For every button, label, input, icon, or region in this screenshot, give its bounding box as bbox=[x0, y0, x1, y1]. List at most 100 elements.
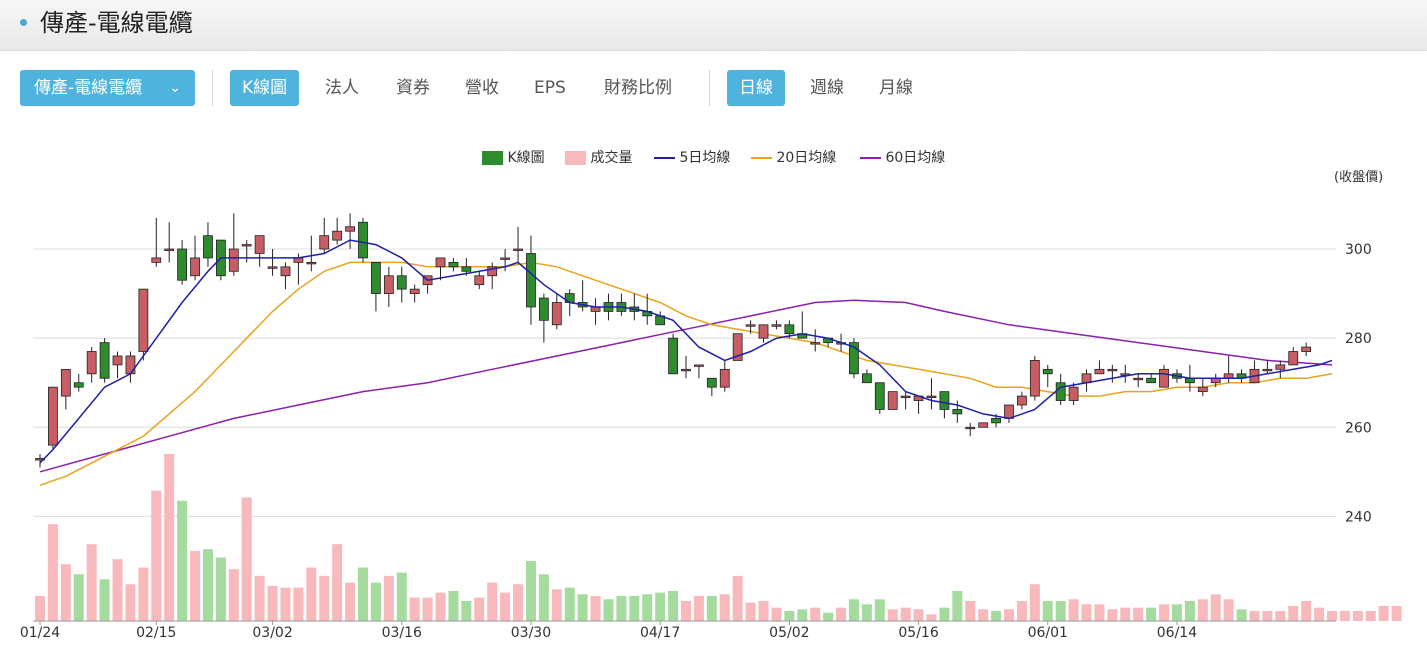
volume-bar bbox=[1004, 609, 1014, 621]
tab-institutional[interactable]: 法人 bbox=[325, 78, 359, 98]
volume-bar bbox=[784, 610, 795, 621]
y-tick-label: 260 bbox=[1345, 420, 1372, 436]
volume-bar bbox=[771, 607, 782, 621]
volume-bar bbox=[383, 575, 394, 621]
tab-monthly[interactable]: 月線 bbox=[879, 78, 913, 98]
candle-body bbox=[73, 382, 84, 388]
volume-bar bbox=[190, 550, 201, 621]
candle-body bbox=[1042, 368, 1053, 375]
volume-bar bbox=[538, 574, 549, 621]
candle-body bbox=[125, 355, 136, 375]
volume-bar bbox=[73, 574, 84, 621]
tab-revenue[interactable]: 營收 bbox=[465, 78, 499, 98]
legend-item-volume[interactable]: 成交量 bbox=[565, 148, 632, 168]
candle-body bbox=[319, 235, 330, 250]
volume-bar bbox=[939, 607, 950, 621]
candle-body bbox=[151, 257, 162, 263]
volume-bar bbox=[1301, 600, 1312, 621]
volume-bar bbox=[112, 559, 123, 621]
volume-bar bbox=[861, 604, 872, 621]
volume-bar bbox=[1210, 594, 1221, 621]
candle-body bbox=[203, 235, 213, 259]
candle-body bbox=[694, 364, 704, 367]
legend-item-kline[interactable]: K線圖 bbox=[482, 148, 545, 168]
legend-item-ma20[interactable]: 20日均線 bbox=[751, 148, 836, 168]
volume-bar bbox=[874, 599, 885, 621]
tab-daily[interactable]: 日線 bbox=[727, 70, 785, 106]
candle-body bbox=[435, 257, 446, 268]
tab-eps[interactable]: EPS bbox=[534, 78, 566, 98]
volume-bar bbox=[836, 607, 847, 621]
volume-bar bbox=[1275, 610, 1286, 621]
tab-financial-ratio[interactable]: 財務比例 bbox=[604, 78, 672, 98]
candle-body bbox=[396, 275, 407, 290]
volume-bar bbox=[319, 575, 330, 621]
candle-body bbox=[668, 337, 678, 375]
candle-body bbox=[332, 230, 343, 241]
volume-bar bbox=[177, 500, 188, 621]
volume-bar bbox=[125, 584, 136, 621]
candle-body bbox=[719, 368, 730, 388]
industry-dropdown[interactable]: 傳產-電線電纜 ⌄ bbox=[20, 70, 195, 106]
candle-body bbox=[1133, 377, 1144, 381]
volume-bar bbox=[60, 564, 71, 621]
x-tick-label: 04/17 bbox=[640, 625, 680, 641]
volume-bar bbox=[1184, 600, 1195, 621]
volume-bar bbox=[1288, 605, 1299, 621]
divider bbox=[212, 70, 213, 106]
volume-bar bbox=[280, 587, 291, 621]
legend-swatch bbox=[860, 157, 881, 159]
volume-bar bbox=[241, 497, 252, 621]
volume-bar bbox=[435, 592, 446, 621]
volume-bar bbox=[1378, 605, 1389, 621]
tab-margin[interactable]: 資券 bbox=[396, 78, 430, 98]
candle-body bbox=[345, 226, 355, 232]
volume-bar bbox=[1223, 599, 1234, 621]
volume-bar bbox=[823, 612, 834, 621]
tab-weekly[interactable]: 週線 bbox=[810, 78, 844, 98]
x-tick-label: 05/16 bbox=[898, 625, 938, 641]
candle-body bbox=[551, 302, 562, 326]
volume-bar bbox=[616, 595, 627, 621]
volume-bar bbox=[396, 572, 407, 621]
candle-body bbox=[1029, 360, 1040, 397]
volume-bar bbox=[513, 584, 524, 621]
candle-body bbox=[358, 221, 368, 259]
industry-dropdown-label: 傳產-電線電纜 bbox=[34, 78, 143, 98]
chevron-down-icon: ⌄ bbox=[169, 80, 181, 96]
volume-bar bbox=[500, 592, 511, 621]
volume-bar bbox=[797, 609, 808, 621]
candle-body bbox=[1288, 351, 1299, 366]
ma60-line bbox=[39, 299, 1333, 473]
volume-bar bbox=[603, 599, 614, 621]
volume-bar bbox=[1197, 599, 1208, 621]
volume-bar bbox=[590, 595, 601, 621]
candle-body bbox=[1197, 386, 1208, 393]
x-tick-label: 06/14 bbox=[1157, 625, 1197, 641]
legend-item-ma60[interactable]: 60日均線 bbox=[860, 148, 945, 168]
volume-bar bbox=[1352, 610, 1363, 621]
volume-bar bbox=[151, 490, 162, 621]
volume-bar bbox=[370, 582, 381, 621]
volume-bar bbox=[47, 524, 58, 621]
volume-bar bbox=[887, 609, 898, 621]
x-tick-label: 06/01 bbox=[1028, 625, 1068, 641]
volume-bar bbox=[1016, 600, 1027, 621]
candle-body bbox=[383, 275, 394, 294]
divider bbox=[709, 70, 710, 106]
x-tick-label: 05/02 bbox=[769, 625, 809, 641]
volume-bar bbox=[332, 544, 343, 621]
volume-bar bbox=[900, 607, 911, 621]
volume-bar bbox=[758, 600, 769, 621]
volume-bar bbox=[1249, 610, 1260, 621]
candle-body bbox=[448, 261, 459, 268]
candle-body bbox=[500, 257, 511, 260]
header-bar: 傳產-電線電纜 bbox=[0, 0, 1427, 51]
candle-body bbox=[177, 248, 188, 281]
candle-body bbox=[965, 426, 976, 430]
volume-bar bbox=[1236, 609, 1247, 621]
y-axis-label: (收盤價) bbox=[1334, 170, 1384, 185]
legend-item-ma5[interactable]: 5日均線 bbox=[654, 148, 730, 168]
tab-kline[interactable]: K線圖 bbox=[230, 70, 300, 106]
